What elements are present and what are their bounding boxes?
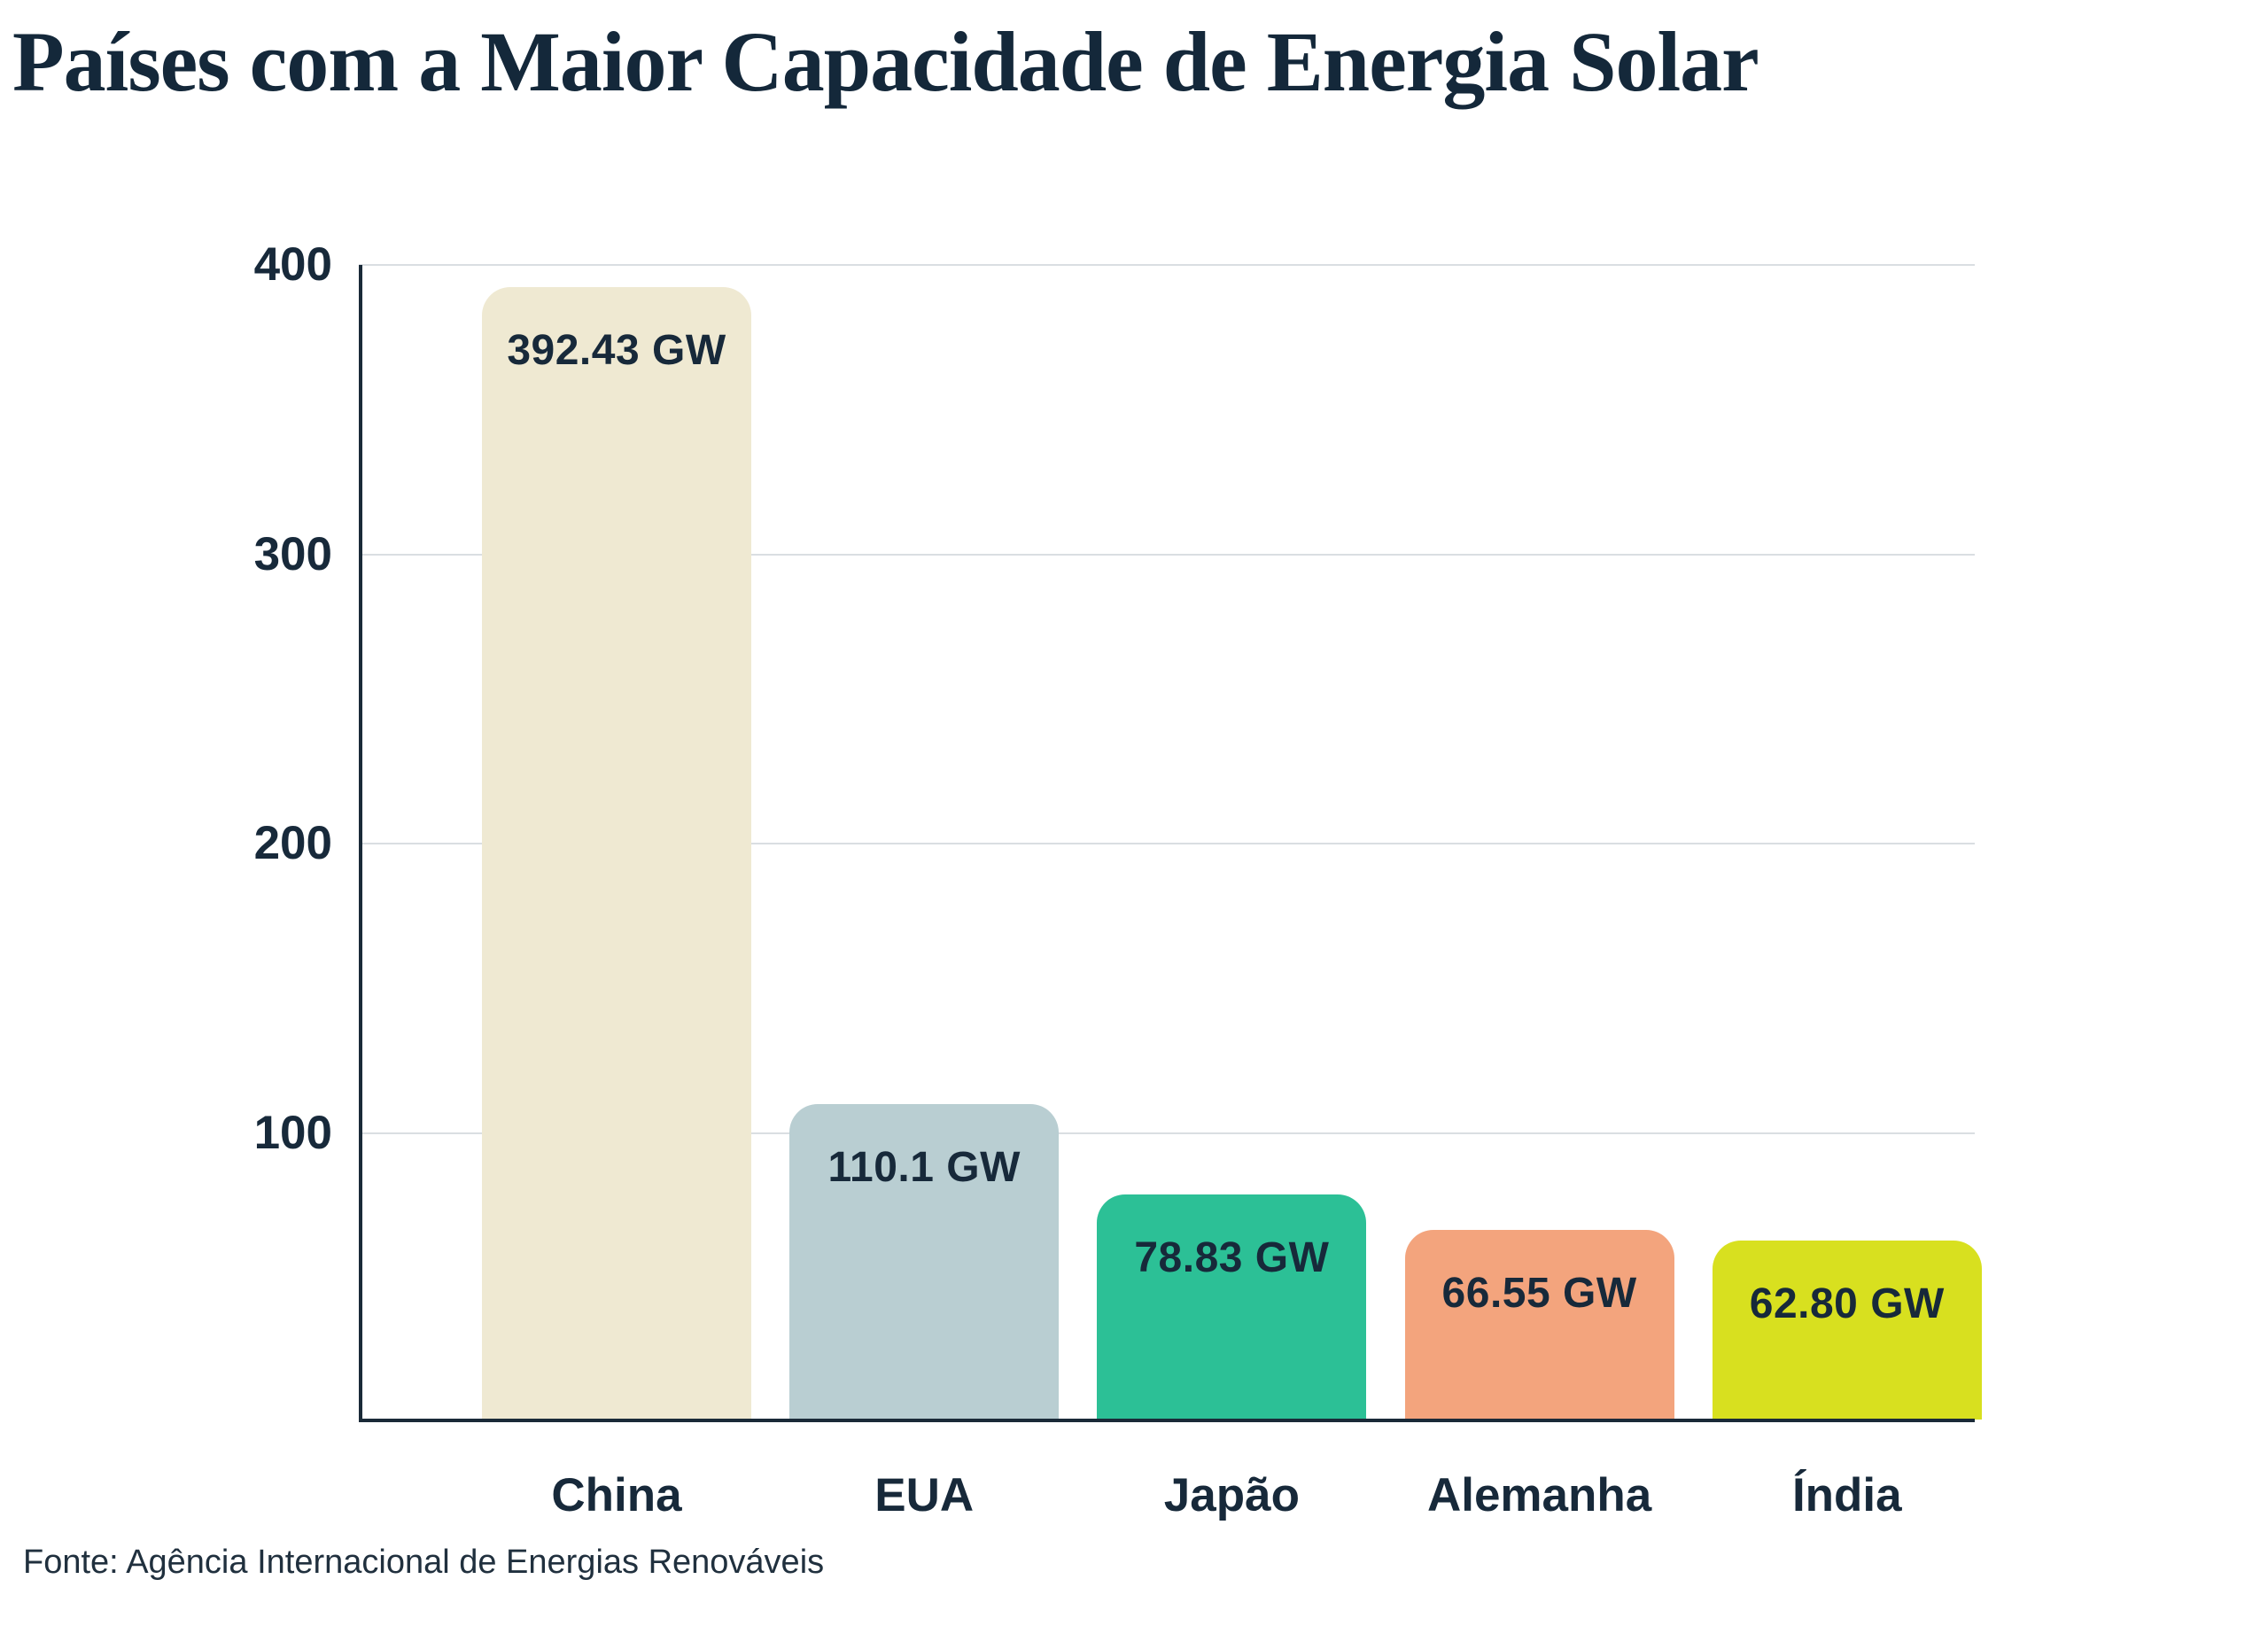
bar-value-label-alemanha: 66.55 GW: [1441, 1269, 1637, 1317]
bar-value-label-india: 62.80 GW: [1749, 1280, 1945, 1327]
bar-china: 392.43 GW: [482, 286, 751, 1420]
x-category-label-india: Índia: [1791, 1469, 1902, 1521]
x-category-label-alemanha: Alemanha: [1426, 1469, 1652, 1521]
y-tick-label-200: 200: [253, 817, 332, 869]
chart-title: Países com a Maior Capacidade de Energia…: [12, 14, 1759, 109]
gridline-100: [359, 1132, 1975, 1134]
y-axis-line: [359, 265, 362, 1422]
bar-value-label-china: 392.43 GW: [507, 326, 726, 374]
x-category-label-japao: Japão: [1163, 1469, 1300, 1521]
y-tick-label-300: 300: [253, 527, 332, 580]
bar-value-label-eua: 110.1 GW: [827, 1143, 1021, 1191]
y-tick-label-100: 100: [253, 1106, 332, 1159]
x-category-label-eua: EUA: [874, 1469, 975, 1521]
x-axis-line: [359, 1419, 1975, 1422]
bar-chart-plot-area: 100 200 300 400 392.43 GW China 110.1 GW EUA 78.…: [254, 238, 1982, 1521]
gridline-300: [359, 553, 1975, 556]
bar-eua: 110.1 GW: [789, 1103, 1060, 1420]
gridline-400: [359, 264, 1975, 266]
bar-india: 62.80 GW: [1712, 1240, 1982, 1420]
bar-value-label-japao: 78.83 GW: [1134, 1233, 1330, 1281]
gridline-200: [359, 843, 1975, 844]
source-note: Fonte: Agência Internacional de Energias…: [23, 1544, 825, 1581]
x-category-label-china: China: [551, 1469, 682, 1521]
bar-alemanha: 66.55 GW: [1404, 1229, 1674, 1420]
bar-japao: 78.83 GW: [1097, 1194, 1367, 1420]
y-tick-label-400: 400: [253, 238, 332, 291]
